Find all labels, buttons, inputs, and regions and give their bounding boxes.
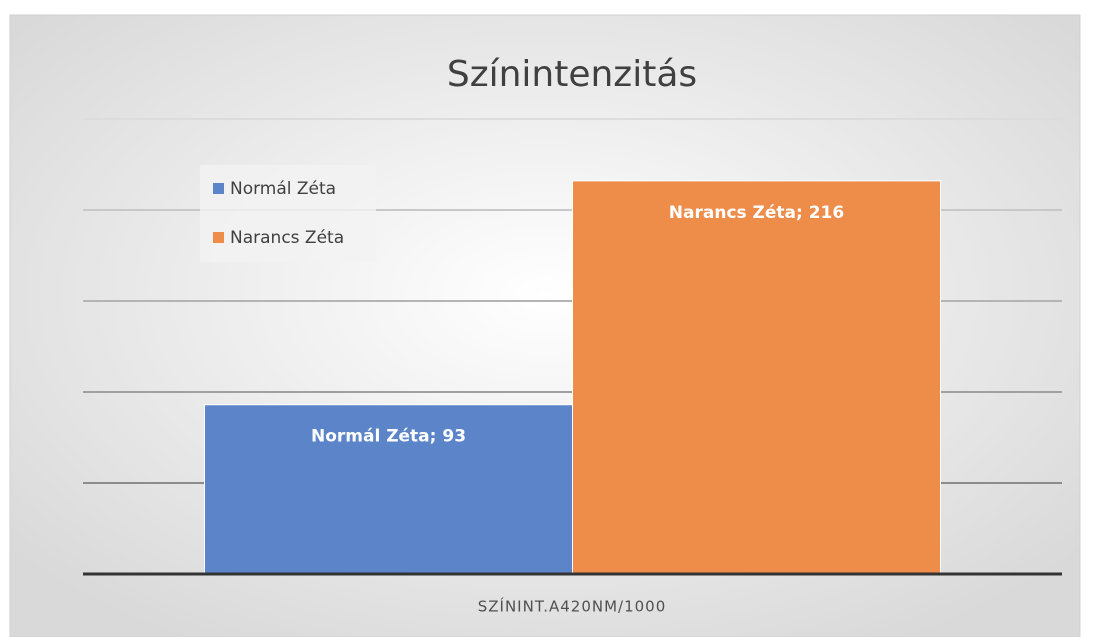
bar <box>204 404 573 575</box>
chart-title: Színintenzitás <box>447 54 697 95</box>
legend-label: Normál Zéta <box>230 179 336 199</box>
bar <box>572 180 941 575</box>
legend-label: Narancs Zéta <box>230 228 344 248</box>
data-label: Normál Zéta; 93 <box>311 427 466 447</box>
legend-swatch <box>213 183 224 194</box>
x-tick-label: SZÍNINT.A420NM/1000 <box>478 597 667 616</box>
legend-swatch <box>213 232 224 243</box>
legend-box <box>200 165 376 262</box>
data-label: Narancs Zéta; 216 <box>669 203 844 223</box>
